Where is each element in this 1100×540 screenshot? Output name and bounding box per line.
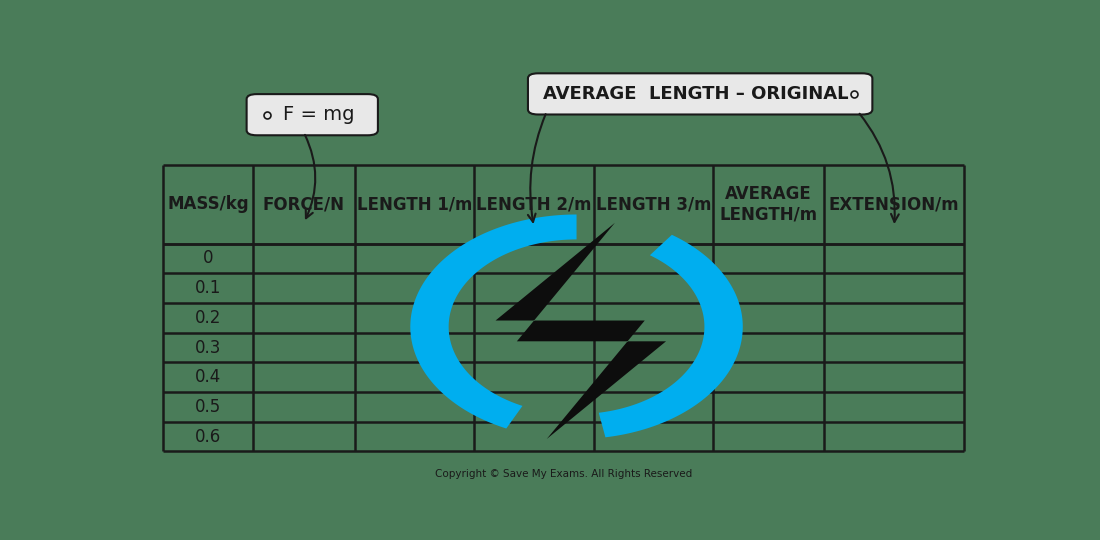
Text: LENGTH 3/m: LENGTH 3/m bbox=[595, 195, 711, 213]
Text: 0.3: 0.3 bbox=[195, 339, 221, 356]
Text: AVERAGE
LENGTH/m: AVERAGE LENGTH/m bbox=[719, 185, 817, 224]
FancyBboxPatch shape bbox=[528, 73, 872, 114]
Polygon shape bbox=[410, 214, 576, 429]
Text: 0.2: 0.2 bbox=[195, 309, 221, 327]
Text: 0: 0 bbox=[202, 249, 213, 267]
Text: 0.4: 0.4 bbox=[195, 368, 221, 386]
Text: 0.6: 0.6 bbox=[195, 428, 221, 445]
Text: LENGTH 1/m: LENGTH 1/m bbox=[356, 195, 472, 213]
FancyBboxPatch shape bbox=[246, 94, 378, 136]
Text: FORCE/N: FORCE/N bbox=[263, 195, 344, 213]
Text: 0.5: 0.5 bbox=[195, 398, 221, 416]
Text: Copyright © Save My Exams. All Rights Reserved: Copyright © Save My Exams. All Rights Re… bbox=[436, 469, 692, 478]
Text: AVERAGE  LENGTH – ORIGINAL: AVERAGE LENGTH – ORIGINAL bbox=[543, 85, 848, 103]
Polygon shape bbox=[598, 235, 743, 437]
Text: 0.1: 0.1 bbox=[195, 279, 221, 297]
Polygon shape bbox=[495, 223, 666, 439]
Text: MASS/kg: MASS/kg bbox=[167, 195, 249, 213]
Text: F = mg: F = mg bbox=[284, 105, 355, 124]
Text: LENGTH 2/m: LENGTH 2/m bbox=[476, 195, 592, 213]
Text: EXTENSION/m: EXTENSION/m bbox=[828, 195, 959, 213]
